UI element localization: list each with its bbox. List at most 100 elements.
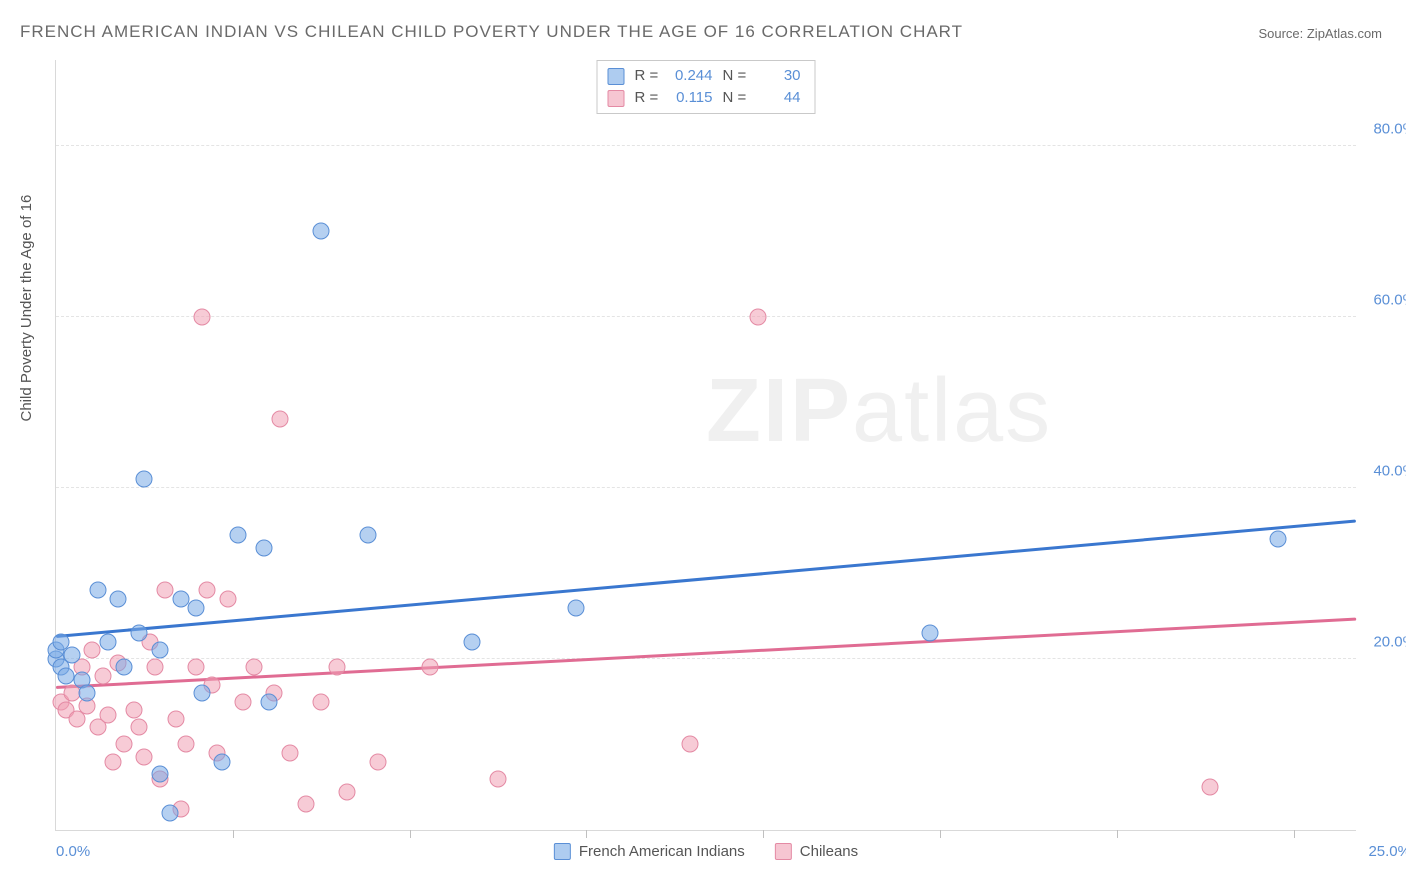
data-point xyxy=(422,659,439,676)
data-point xyxy=(750,308,767,325)
data-point xyxy=(136,471,153,488)
stats-r-label: R = xyxy=(635,65,663,87)
data-point xyxy=(157,582,174,599)
data-point xyxy=(219,591,236,608)
data-point xyxy=(152,766,169,783)
data-point xyxy=(79,685,96,702)
scatter-plot-area: ZIPatlas R =0.244 N =30 R =0.115 N =44 F… xyxy=(55,60,1356,831)
data-point xyxy=(313,223,330,240)
data-point xyxy=(84,642,101,659)
series-legend: French American Indians Chileans xyxy=(554,843,858,860)
x-tick-mark xyxy=(586,830,587,838)
x-tick-mark xyxy=(410,830,411,838)
data-point xyxy=(178,736,195,753)
data-point xyxy=(214,753,231,770)
data-point xyxy=(172,591,189,608)
data-point xyxy=(58,668,75,685)
stats-r-label: R = xyxy=(635,87,663,109)
data-point xyxy=(261,693,278,710)
data-point xyxy=(188,659,205,676)
data-point xyxy=(146,659,163,676)
swatch-pink-icon xyxy=(608,90,625,107)
data-point xyxy=(921,625,938,642)
data-point xyxy=(297,796,314,813)
gridline xyxy=(56,487,1356,488)
chart-title: FRENCH AMERICAN INDIAN VS CHILEAN CHILD … xyxy=(20,22,963,42)
data-point xyxy=(1202,779,1219,796)
data-point xyxy=(167,710,184,727)
data-point xyxy=(188,599,205,616)
gridline xyxy=(56,316,1356,317)
data-point xyxy=(193,308,210,325)
swatch-pink-icon xyxy=(775,843,792,860)
x-tick-mark xyxy=(763,830,764,838)
data-point xyxy=(360,526,377,543)
data-point xyxy=(568,599,585,616)
data-point xyxy=(110,591,127,608)
stats-n-value-blue: 30 xyxy=(751,65,801,87)
x-tick-label: 0.0% xyxy=(56,843,90,860)
data-point xyxy=(131,625,148,642)
data-point xyxy=(126,702,143,719)
watermark: ZIPatlas xyxy=(706,360,1052,463)
data-point xyxy=(235,693,252,710)
data-point xyxy=(245,659,262,676)
stats-r-value-pink: 0.115 xyxy=(663,87,713,109)
data-point xyxy=(682,736,699,753)
data-point xyxy=(464,633,481,650)
y-tick-label: 20.0% xyxy=(1362,633,1406,650)
data-point xyxy=(115,659,132,676)
data-point xyxy=(256,539,273,556)
data-point xyxy=(370,753,387,770)
x-tick-mark xyxy=(940,830,941,838)
data-point xyxy=(131,719,148,736)
data-point xyxy=(271,411,288,428)
stats-n-label: N = xyxy=(723,65,751,87)
data-point xyxy=(136,749,153,766)
stats-row-blue: R =0.244 N =30 xyxy=(608,65,801,87)
legend-item: French American Indians xyxy=(554,843,745,860)
data-point xyxy=(100,706,117,723)
data-point xyxy=(115,736,132,753)
data-point xyxy=(282,745,299,762)
data-point xyxy=(63,646,80,663)
x-tick-mark xyxy=(1294,830,1295,838)
y-tick-label: 60.0% xyxy=(1362,291,1406,308)
gridline xyxy=(56,145,1356,146)
data-point xyxy=(198,582,215,599)
trend-line xyxy=(56,519,1356,637)
data-point xyxy=(339,783,356,800)
watermark-rest: atlas xyxy=(852,361,1052,461)
legend-label: French American Indians xyxy=(579,843,745,860)
stats-n-label: N = xyxy=(723,87,751,109)
x-tick-mark xyxy=(1117,830,1118,838)
y-axis-label: Child Poverty Under the Age of 16 xyxy=(18,195,35,422)
legend-item: Chileans xyxy=(775,843,858,860)
correlation-stats-box: R =0.244 N =30 R =0.115 N =44 xyxy=(597,60,816,114)
trend-line xyxy=(56,617,1356,688)
data-point xyxy=(193,685,210,702)
data-point xyxy=(89,582,106,599)
data-point xyxy=(162,804,179,821)
legend-label: Chileans xyxy=(800,843,858,860)
stats-r-value-blue: 0.244 xyxy=(663,65,713,87)
swatch-blue-icon xyxy=(554,843,571,860)
watermark-bold: ZIP xyxy=(706,361,852,461)
stats-row-pink: R =0.115 N =44 xyxy=(608,87,801,109)
data-point xyxy=(490,770,507,787)
data-point xyxy=(152,642,169,659)
data-point xyxy=(328,659,345,676)
data-point xyxy=(313,693,330,710)
stats-n-value-pink: 44 xyxy=(751,87,801,109)
data-point xyxy=(94,668,111,685)
data-point xyxy=(230,526,247,543)
y-tick-label: 80.0% xyxy=(1362,120,1406,137)
x-tick-mark xyxy=(233,830,234,838)
source-attribution: Source: ZipAtlas.com xyxy=(1258,26,1382,41)
swatch-blue-icon xyxy=(608,68,625,85)
data-point xyxy=(100,633,117,650)
x-tick-label: 25.0% xyxy=(1368,843,1406,860)
data-point xyxy=(1270,531,1287,548)
data-point xyxy=(105,753,122,770)
y-tick-label: 40.0% xyxy=(1362,462,1406,479)
